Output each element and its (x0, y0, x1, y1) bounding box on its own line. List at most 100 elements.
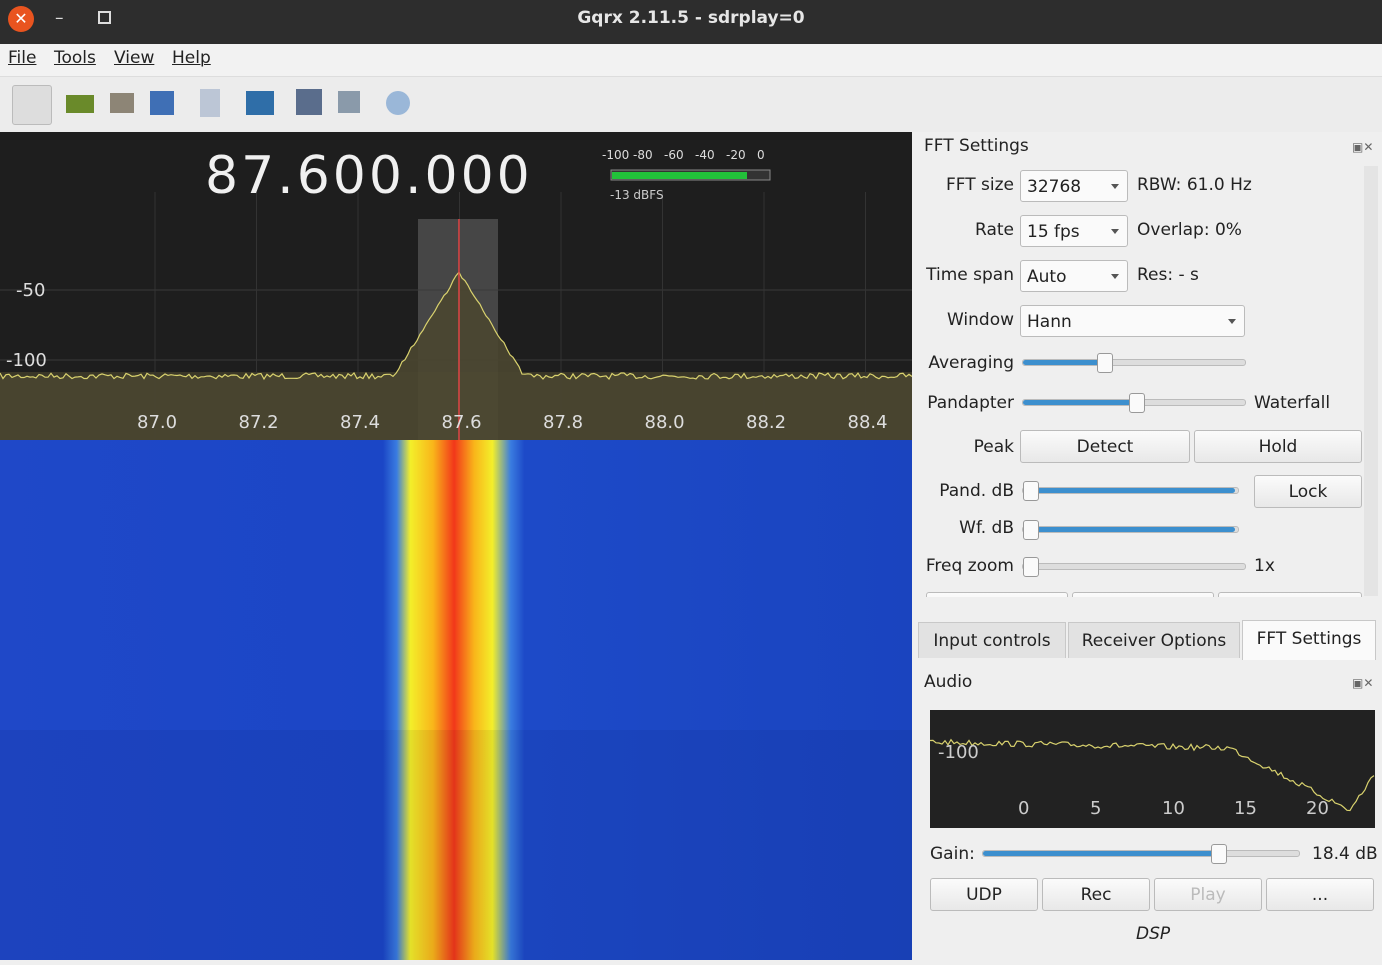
button[interactable]: Demod (1218, 592, 1362, 597)
dropdown[interactable]: Auto (1020, 260, 1128, 292)
spectrum-trace (0, 271, 912, 381)
maximize-button[interactable] (98, 11, 111, 24)
toolbar-icon[interactable] (386, 91, 410, 115)
y-axis-label: -100 (938, 742, 979, 763)
field-label: Time span (926, 265, 1014, 285)
toolbar-icon[interactable] (150, 91, 174, 115)
button[interactable]: Play (1154, 878, 1262, 911)
field-label: Rate (975, 220, 1014, 240)
gain-label: Gain: (930, 844, 975, 864)
meter-tick-label: -20 (726, 148, 746, 162)
close-button[interactable]: ✕ (8, 6, 34, 32)
audio-panel: Audio ▣✕ -100 0 5 10 15 20 Gain: 18.4 dB DSP … (912, 664, 1382, 964)
slider[interactable] (1022, 393, 1246, 413)
field-label: Averaging (928, 353, 1014, 373)
window-title: Gqrx 2.11.5 - sdrplay=0 (577, 8, 805, 28)
x-axis-label: 10 (1162, 798, 1185, 819)
x-axis-label: 87.2 (238, 412, 279, 433)
slider[interactable] (1022, 353, 1246, 373)
toolbar (0, 76, 1382, 133)
info-label: Waterfall (1254, 393, 1331, 413)
meter-tick-label: 0 (757, 148, 765, 162)
waterfall-shade (0, 730, 912, 960)
gain-value: 18.4 dB (1312, 844, 1378, 864)
toolbar-icon[interactable] (246, 91, 274, 115)
audio-graphics (930, 738, 1375, 812)
dropdown[interactable]: 32768 (1020, 170, 1128, 202)
x-axis-label: 5 (1090, 798, 1102, 819)
dropdown[interactable]: 15 fps (1020, 215, 1128, 247)
x-axis-label: 0 (1018, 798, 1030, 819)
scrollbar[interactable] (1364, 166, 1378, 596)
button[interactable]: Center (1072, 592, 1214, 597)
button[interactable]: ... (1266, 878, 1374, 911)
meter-label: -13 dBFS (610, 188, 664, 202)
tab[interactable]: Receiver Options (1068, 622, 1240, 658)
field-label: FFT size (945, 175, 1014, 195)
x-axis-label: 88.0 (644, 412, 685, 433)
x-axis-label: 87.8 (543, 412, 584, 433)
button[interactable]: Lock (1254, 475, 1362, 508)
minimize-button[interactable]: – (55, 8, 64, 28)
button[interactable]: Rec (1042, 878, 1150, 911)
gain-slider[interactable] (982, 844, 1300, 864)
trace-fill (0, 272, 912, 440)
panel-body: FFT size Rate Time span Window Averaging Pand… (912, 132, 1362, 597)
start-button[interactable] (12, 85, 52, 125)
field-label: Window (946, 310, 1014, 330)
fft-settings-panel: FFT Settings ▣✕ FFT size Rate Time span Win… (912, 132, 1382, 617)
button[interactable]: Detect (1020, 430, 1190, 463)
waterfall (0, 440, 912, 960)
y-axis-label: -100 (6, 350, 47, 371)
field-label: Wf. dB (959, 518, 1014, 538)
spectrum-plot[interactable]: 87.600.000 -13 dBFS -100 -80 -60 -40 -20 0 -50… (0, 132, 912, 440)
meter-tick-label: -60 (664, 148, 684, 162)
menu-item[interactable]: View (114, 48, 155, 68)
field-label: Freq zoom (925, 556, 1014, 576)
toolbar-icon[interactable] (110, 93, 134, 113)
menu-item[interactable]: Help (172, 48, 211, 68)
tab-bar: Input controls Receiver Options FFT Settin… (918, 620, 1378, 660)
dropdown[interactable]: Hann (1020, 305, 1245, 337)
frequency-display[interactable]: 87.600.000 (205, 146, 533, 206)
menu-bar: File Tools View Help (0, 44, 1382, 76)
toolbar-icon[interactable] (296, 89, 322, 115)
audio-fft: -100 0 5 10 15 20 (930, 710, 1375, 828)
info-label: RBW: 61.0 Hz (1137, 175, 1252, 195)
menu-item[interactable]: Tools (54, 48, 96, 68)
panel-buttons[interactable]: ▣✕ (1352, 140, 1374, 154)
x-axis-label: 15 (1234, 798, 1257, 819)
tab[interactable]: Input controls (918, 622, 1066, 658)
info-label: Overlap: 0% (1137, 220, 1242, 240)
toolbar-icon[interactable] (66, 95, 94, 113)
toolbar-icon[interactable] (338, 91, 360, 113)
info-label: 1x (1254, 556, 1275, 576)
x-axis-label: 87.4 (340, 412, 381, 433)
slider[interactable] (1022, 481, 1239, 501)
tab[interactable]: FFT Settings (1242, 620, 1376, 660)
slider[interactable] (1022, 557, 1246, 577)
meter-level (612, 172, 747, 179)
y-axis-label: -50 (16, 280, 46, 301)
footer-label: DSP (1136, 924, 1171, 944)
button[interactable]: Hold (1194, 430, 1362, 463)
x-axis-label: 88.2 (746, 412, 787, 433)
title-bar (0, 0, 1382, 44)
panel-title: FFT Settings (924, 136, 1029, 156)
button[interactable]: Reset (926, 592, 1068, 597)
button[interactable]: UDP (930, 878, 1038, 911)
meter-tick-label: -100 (602, 148, 630, 162)
info-label: Res: - s (1137, 265, 1199, 285)
meter-tick-label: -40 (695, 148, 715, 162)
menu-item[interactable]: File (8, 48, 37, 68)
x-axis-label: 87.0 (137, 412, 178, 433)
x-axis-label: 87.6 (441, 412, 482, 433)
meter-tick-label: -80 (633, 148, 653, 162)
slider[interactable] (1022, 520, 1239, 540)
x-axis-label: 20 (1306, 798, 1329, 819)
audio-trace (930, 738, 1375, 812)
panel-buttons[interactable]: ▣✕ (1352, 676, 1374, 690)
x-axis-label: 88.4 (847, 412, 888, 433)
toolbar-icon[interactable] (200, 89, 220, 117)
